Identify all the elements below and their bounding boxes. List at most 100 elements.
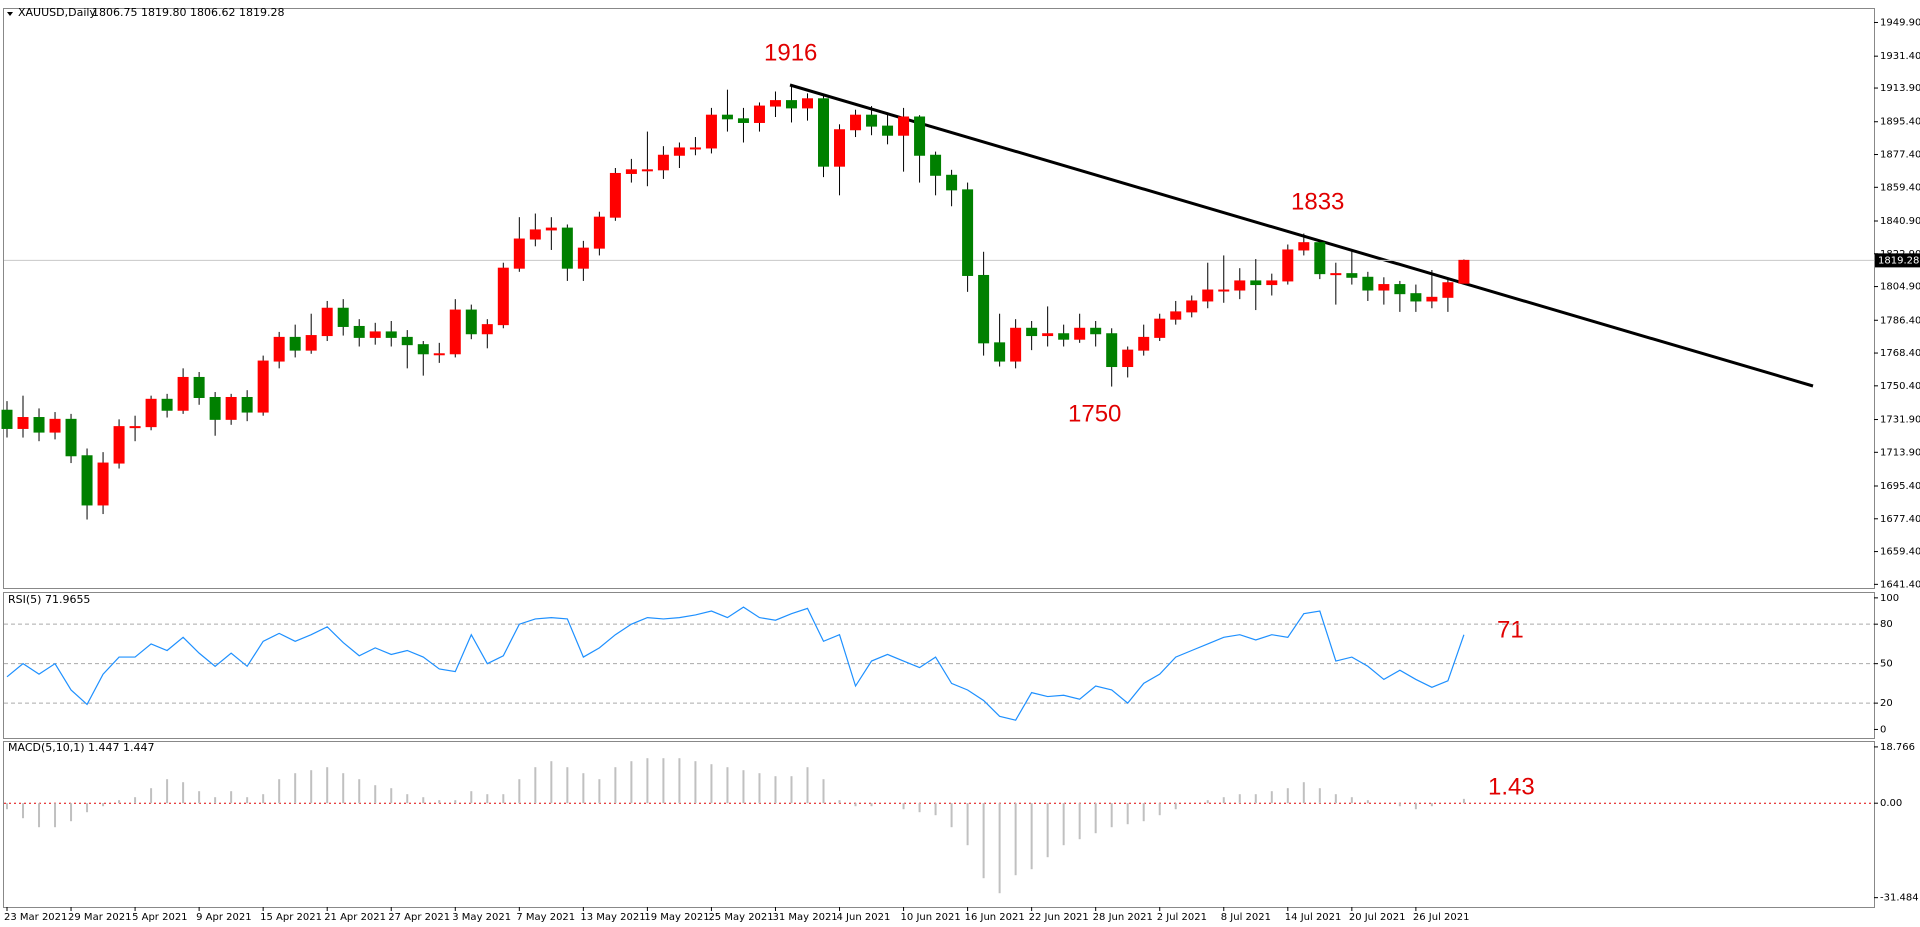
candle-body <box>1442 282 1454 298</box>
candle-body <box>257 360 269 413</box>
y-tick-label: 1731.90 <box>1880 415 1920 426</box>
candle-body <box>513 238 525 269</box>
candle-body <box>1346 273 1358 278</box>
histogram-bar <box>614 767 617 804</box>
candle-body <box>1154 318 1166 338</box>
histogram-bar <box>1414 803 1417 810</box>
histogram-bar <box>454 800 457 804</box>
candle-body <box>1410 293 1422 302</box>
histogram-bar <box>38 803 41 828</box>
y-tick-label: 1695.40 <box>1880 481 1920 492</box>
candle-body <box>1202 289 1214 302</box>
histogram-bar <box>1238 794 1241 804</box>
histogram-bar <box>406 794 409 804</box>
candle-body <box>1426 296 1438 302</box>
candle-body <box>129 426 141 429</box>
y-tick-label: 1840.90 <box>1880 216 1920 227</box>
histogram-bar <box>646 758 649 804</box>
candle-body <box>161 398 173 411</box>
histogram-bar <box>1222 797 1225 804</box>
x-tick-label: 15 Apr 2021 <box>260 912 322 923</box>
histogram-bar <box>438 800 441 804</box>
y-tick-label: 1713.90 <box>1880 447 1920 458</box>
y-tick-label: 1877.40 <box>1880 150 1920 161</box>
candle-body <box>1058 333 1070 340</box>
histogram-bar <box>1318 788 1321 804</box>
x-tick-label: 7 May 2021 <box>516 912 575 923</box>
last-price-label: 1819.28 <box>1878 255 1919 266</box>
x-tick-label: 4 Jun 2021 <box>837 912 891 923</box>
x-tick-label: 3 May 2021 <box>452 912 511 923</box>
candle-body <box>657 154 669 171</box>
x-tick-label: 10 Jun 2021 <box>901 912 961 923</box>
histogram-bar <box>870 803 873 807</box>
y-tick-label: -31.484 <box>1880 893 1919 904</box>
symbol-title: XAUUSD,Daily <box>18 6 96 19</box>
histogram-bar <box>998 803 1001 894</box>
trend-line <box>789 83 1814 388</box>
y-tick-label: 1768.40 <box>1880 348 1920 359</box>
x-tick-label: 14 Jul 2021 <box>1285 912 1342 923</box>
y-tick-label: 1786.40 <box>1880 315 1920 326</box>
candle-body <box>305 335 317 351</box>
candle-body <box>625 169 637 174</box>
x-tick-label: 2 Jul 2021 <box>1157 912 1207 923</box>
candle-body <box>1218 289 1230 292</box>
candle-body <box>81 455 93 506</box>
annotation: 71 <box>1497 616 1524 643</box>
candle-body <box>353 325 365 338</box>
x-tick-label: 23 Mar 2021 <box>4 912 67 923</box>
histogram-bar <box>470 791 473 804</box>
x-tick-label: 25 May 2021 <box>708 912 773 923</box>
histogram-bar <box>774 776 777 804</box>
histogram-bar <box>502 794 505 804</box>
histogram-bar <box>310 770 313 804</box>
candle-body <box>385 331 397 338</box>
candle-body <box>401 336 413 346</box>
candle-body <box>1010 327 1022 362</box>
candle-body <box>721 114 733 120</box>
y-tick-label: 80 <box>1880 619 1893 630</box>
y-tick-label: 1931.40 <box>1880 51 1920 62</box>
ohlc-header: 1806.75 1819.80 1806.62 1819.28 <box>92 6 284 19</box>
candle-body <box>850 114 862 131</box>
candle-body <box>866 114 878 127</box>
candle-body <box>97 462 109 506</box>
x-tick-label: 8 Jul 2021 <box>1221 912 1271 923</box>
price-panel <box>3 8 1875 589</box>
candle-body <box>193 376 205 398</box>
histogram-bar <box>118 800 121 804</box>
y-tick-label: 100 <box>1880 593 1899 604</box>
candle-body <box>1026 327 1038 337</box>
histogram-bar <box>566 767 569 804</box>
candle-body <box>369 331 381 338</box>
histogram-bar <box>102 803 105 807</box>
candle-body <box>818 98 830 167</box>
candle-body <box>1378 284 1390 291</box>
candle-body <box>1170 311 1182 320</box>
histogram-bar <box>54 803 57 828</box>
histogram-bar <box>758 773 761 804</box>
histogram-bar <box>902 803 905 810</box>
histogram-bar <box>134 797 137 804</box>
candle-body <box>1314 242 1326 275</box>
histogram-bar <box>1062 803 1065 846</box>
histogram-bar <box>550 761 553 804</box>
y-tick-label: 1913.90 <box>1880 83 1920 94</box>
y-tick-label: 1895.40 <box>1880 117 1920 128</box>
candle-body <box>641 169 653 172</box>
histogram-bar <box>630 761 633 804</box>
histogram-bar <box>86 803 89 813</box>
histogram-bar <box>982 803 985 879</box>
histogram-bar <box>710 764 713 804</box>
y-tick-label: 0 <box>1880 724 1886 735</box>
histogram-bar <box>582 773 585 804</box>
candle-body <box>33 417 45 433</box>
candle-body <box>1234 280 1246 291</box>
histogram-bar <box>966 803 969 846</box>
histogram-bar <box>1254 794 1257 804</box>
candle-body <box>177 376 189 411</box>
candle-body <box>225 396 237 420</box>
